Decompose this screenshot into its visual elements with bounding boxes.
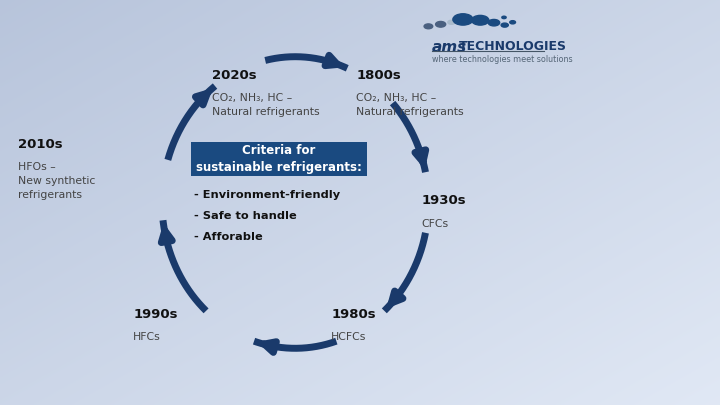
Circle shape <box>453 14 473 25</box>
Circle shape <box>501 23 508 27</box>
Text: where technologies meet solutions: where technologies meet solutions <box>432 55 572 64</box>
Circle shape <box>436 21 446 27</box>
Text: CO₂, NH₃, HC –
Natural refrigerants: CO₂, NH₃, HC – Natural refrigerants <box>212 93 320 117</box>
Text: 1800s: 1800s <box>356 69 401 82</box>
Text: 1980s: 1980s <box>331 308 376 321</box>
FancyBboxPatch shape <box>191 142 367 176</box>
Text: ams: ams <box>432 40 467 55</box>
Circle shape <box>510 21 516 24</box>
Text: 2020s: 2020s <box>212 69 257 82</box>
Text: - Safe to handle: - Safe to handle <box>194 211 297 222</box>
Circle shape <box>502 16 506 19</box>
Text: 1990s: 1990s <box>133 308 178 321</box>
Text: HFCs: HFCs <box>133 332 161 342</box>
Text: TECHNOLOGIES: TECHNOLOGIES <box>459 40 567 53</box>
Text: - Afforable: - Afforable <box>194 232 263 243</box>
Text: Criteria for
sustainable refrigerants:: Criteria for sustainable refrigerants: <box>196 144 362 174</box>
Text: CFCs: CFCs <box>421 219 449 229</box>
Circle shape <box>488 19 500 26</box>
Text: CO₂, NH₃, HC –
Natural refrigerants: CO₂, NH₃, HC – Natural refrigerants <box>356 93 464 117</box>
Text: 1930s: 1930s <box>421 194 466 207</box>
Circle shape <box>472 15 489 25</box>
Text: HCFCs: HCFCs <box>331 332 366 342</box>
Text: - Environment-friendly: - Environment-friendly <box>194 190 341 200</box>
Circle shape <box>448 20 455 24</box>
Text: HFOs –
New synthetic
refrigerants: HFOs – New synthetic refrigerants <box>18 162 95 200</box>
Circle shape <box>424 24 433 29</box>
Text: 2010s: 2010s <box>18 138 63 151</box>
